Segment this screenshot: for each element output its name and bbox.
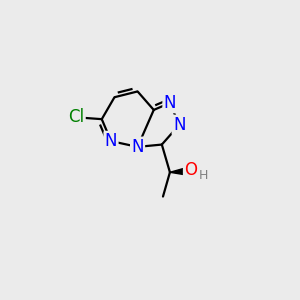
Text: Cl: Cl xyxy=(68,108,84,126)
Text: N: N xyxy=(131,138,144,156)
Text: N: N xyxy=(105,132,117,150)
Polygon shape xyxy=(170,167,191,176)
Text: N: N xyxy=(173,116,185,134)
Text: O: O xyxy=(184,161,197,179)
Text: N: N xyxy=(164,94,176,112)
Text: H: H xyxy=(199,169,208,182)
